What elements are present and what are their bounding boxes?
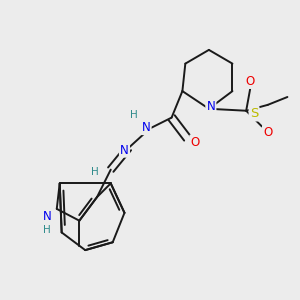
Text: N: N <box>142 121 150 134</box>
Text: N: N <box>43 210 51 223</box>
Text: N: N <box>206 100 215 113</box>
Text: H: H <box>43 226 51 236</box>
Text: H: H <box>91 167 99 177</box>
Text: N: N <box>120 143 129 157</box>
Text: S: S <box>250 107 258 120</box>
Text: O: O <box>263 126 272 139</box>
Text: O: O <box>245 75 255 88</box>
Text: H: H <box>130 110 138 120</box>
Text: O: O <box>190 136 200 148</box>
